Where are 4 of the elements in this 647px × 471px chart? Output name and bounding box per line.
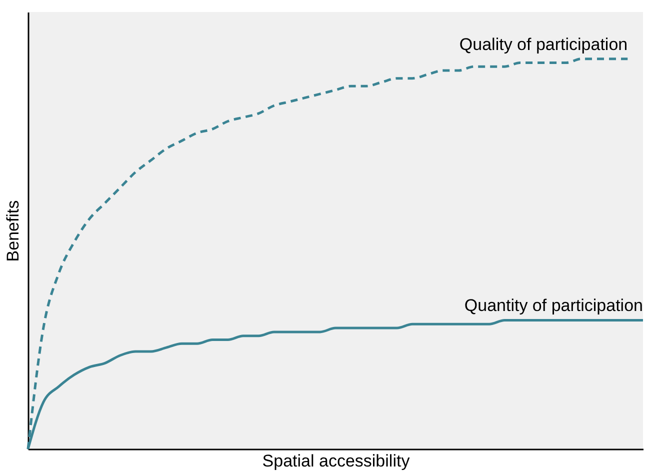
series-label: Quality of participation [459,34,628,54]
x-axis-title: Spatial accessibility [262,452,410,470]
series-label: Quantity of participation [464,296,643,316]
y-axis-title: Benefits [4,200,22,262]
